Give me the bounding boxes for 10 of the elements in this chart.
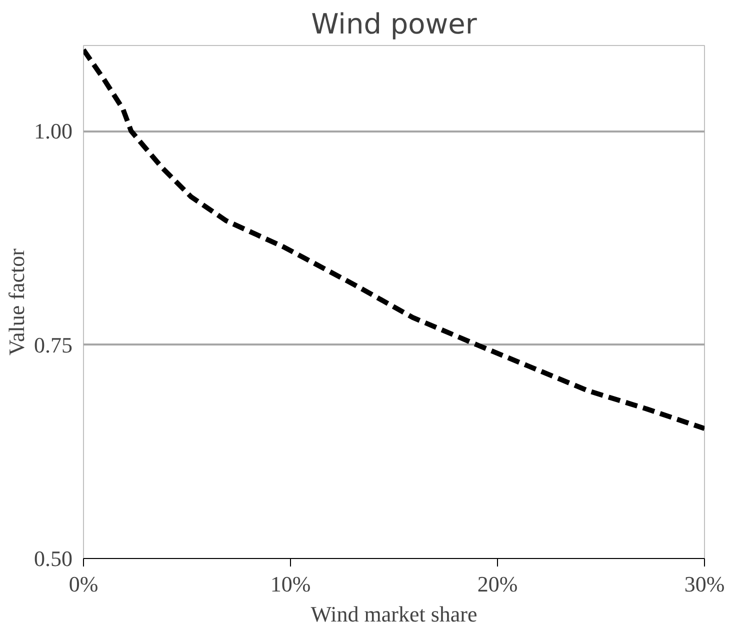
chart-title: Wind power xyxy=(311,8,478,40)
x-axis-title: Wind market share xyxy=(310,602,478,626)
x-tick-label: 30% xyxy=(684,572,725,596)
x-tick-label: 0% xyxy=(68,572,98,596)
x-tick-label: 10% xyxy=(270,572,311,596)
y-tick-label: 0.75 xyxy=(34,332,72,358)
y-tick-label: 0.50 xyxy=(34,546,72,571)
x-tick-label: 20% xyxy=(477,572,518,596)
y-axis-title: Value factor xyxy=(4,248,29,356)
y-tick-label: 1.00 xyxy=(34,118,72,144)
